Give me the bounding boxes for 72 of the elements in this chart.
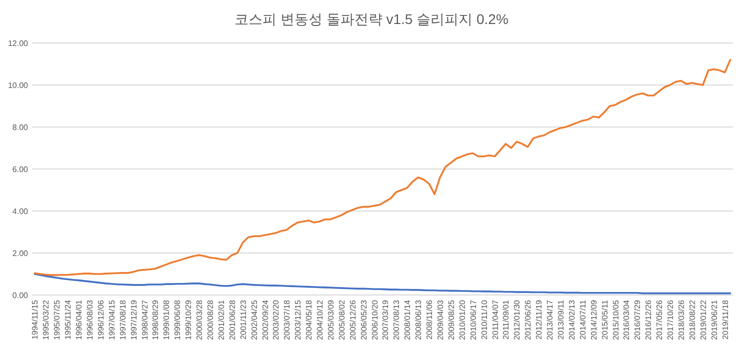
x-tick-label: 2016/03/04 xyxy=(622,299,632,340)
x-tick-label: 1996/08/03 xyxy=(86,299,95,340)
x-tick-label: 2009/08/25 xyxy=(446,299,456,340)
x-tick-label: 1999/10/29 xyxy=(184,299,194,340)
x-tick-label: 1997/12/19 xyxy=(129,299,138,340)
x-tick-label: 1998/04/27 xyxy=(140,299,150,340)
y-tick-label: 8.00 xyxy=(12,123,29,132)
x-tick-label: 2013/09/11 xyxy=(556,299,566,340)
y-tick-label: 6.00 xyxy=(12,165,29,174)
x-tick-label: 2012/06/26 xyxy=(524,299,533,340)
x-tick-label: 2012/11/19 xyxy=(534,299,544,340)
x-tick-label: 2001/11/23 xyxy=(238,299,248,340)
x-tick-label: 2009/04/03 xyxy=(436,299,446,340)
x-tick-label: 2018/08/22 xyxy=(688,299,697,340)
x-tick-label: 2015/10/05 xyxy=(611,299,620,340)
x-tick-label: 2002/04/25 xyxy=(250,299,259,340)
x-tick-label: 1994/11/15 xyxy=(30,299,40,340)
x-tick-label: 2014/02/13 xyxy=(567,299,576,340)
x-tick-label: 2003/12/15 xyxy=(294,299,303,340)
y-tick-label: 10.00 xyxy=(8,81,29,90)
x-tick-label: 1996/12/06 xyxy=(96,299,106,340)
x-tick-label: 2001/02/01 xyxy=(216,299,226,340)
x-tick-label: 2017/10/26 xyxy=(666,299,676,340)
x-tick-label: 2005/08/02 xyxy=(337,299,346,340)
x-tick-label: 2016/07/29 xyxy=(633,299,642,340)
x-tick-label: 2010/06/17 xyxy=(468,299,478,340)
x-tick-label: 2004/05/18 xyxy=(304,299,314,340)
x-tick-label: 2018/03/26 xyxy=(676,299,686,340)
x-tick-label: 2004/10/12 xyxy=(316,299,325,340)
y-tick-label: 4.00 xyxy=(12,207,29,216)
y-tick-label: 0.00 xyxy=(12,291,29,300)
x-tick-label: 2017/05/26 xyxy=(655,299,664,340)
x-tick-label: 2012/01/30 xyxy=(512,299,522,340)
x-tick-label: 1995/03/22 xyxy=(42,299,51,340)
x-tick-label: 2010/11/10 xyxy=(480,299,489,340)
x-tick-label: 2011/09/01 xyxy=(502,299,511,340)
x-tick-label: 1999/01/08 xyxy=(162,299,172,340)
x-tick-label: 1997/08/18 xyxy=(118,299,128,340)
x-tick-label: 2000/08/28 xyxy=(206,299,215,340)
x-tick-label: 2019/01/22 xyxy=(698,299,708,340)
x-tick-label: 2010/01/20 xyxy=(458,299,467,340)
x-tick-label: 2013/04/17 xyxy=(546,299,555,340)
y-tick-label: 12.00 xyxy=(8,39,29,48)
x-tick-label: 2003/07/18 xyxy=(282,299,292,340)
x-tick-label: 2008/11/06 xyxy=(425,299,434,340)
x-tick-label: 1995/11/24 xyxy=(64,299,73,340)
x-tick-label: 2005/03/09 xyxy=(326,299,336,340)
x-tick-label: 2001/06/28 xyxy=(228,299,237,340)
x-tick-label: 2008/01/14 xyxy=(403,299,412,340)
x-tick-label: 2019/11/18 xyxy=(720,299,730,340)
x-tick-label: 2003/02/20 xyxy=(272,299,281,340)
x-tick-label: 1996/04/01 xyxy=(74,299,84,340)
x-tick-label: 2014/12/09 xyxy=(589,299,598,340)
x-tick-label: 2011/04/07 xyxy=(490,299,500,340)
y-tick-label: 2.00 xyxy=(12,249,29,258)
x-tick-label: 2008/06/13 xyxy=(414,299,424,340)
x-tick-label: 2007/03/19 xyxy=(381,299,390,340)
x-tick-label: 2007/08/13 xyxy=(392,299,402,340)
x-tick-label: 1997/04/15 xyxy=(107,299,116,340)
x-tick-label: 2019/06/21 xyxy=(710,299,719,340)
chart-title: 코스피 변동성 돌파전략 v1.5 슬리피지 0.2% xyxy=(234,11,508,27)
x-tick-label: 2006/10/20 xyxy=(370,299,380,340)
x-tick-label: 1998/08/29 xyxy=(151,299,160,340)
x-tick-label: 2006/05/23 xyxy=(359,299,368,340)
x-tick-label: 2014/07/11 xyxy=(578,299,588,340)
x-tick-label: 2016/12/26 xyxy=(644,299,654,340)
x-tick-label: 2015/05/11 xyxy=(600,299,610,340)
x-tick-label: 2002/09/24 xyxy=(260,299,270,340)
x-tick-label: 1999/06/08 xyxy=(173,299,182,340)
x-tick-label: 2005/12/26 xyxy=(348,299,358,340)
x-tick-label: 1995/07/25 xyxy=(52,299,62,340)
x-tick-label: 2000/03/28 xyxy=(195,299,204,340)
